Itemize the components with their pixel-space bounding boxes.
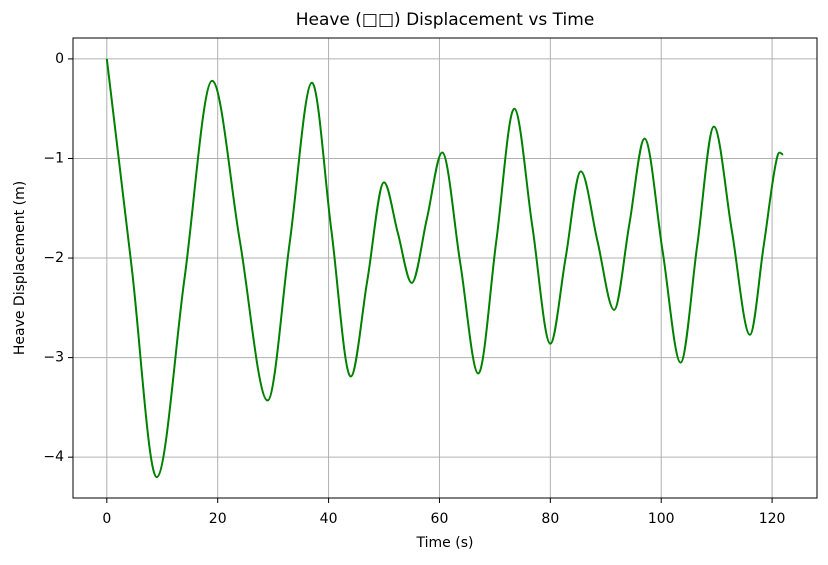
plot-frame (72, 37, 818, 499)
x-tick-label: 20 (209, 511, 227, 527)
y-tick-label: −4 (43, 449, 64, 465)
chart-title: Heave (□□) Displacement vs Time (296, 10, 595, 30)
x-tick-label: 0 (102, 511, 111, 527)
x-tick-label: 100 (648, 511, 675, 527)
y-tick-label: −3 (43, 350, 64, 366)
y-axis-label: Heave Displacement (m) (12, 181, 28, 355)
y-tick-label: −1 (43, 150, 64, 166)
x-tick-label: 60 (431, 511, 449, 527)
x-tick-label: 40 (320, 511, 338, 527)
y-tick-label: 0 (55, 51, 64, 67)
data-line (105, 58, 784, 479)
x-tick-label: 120 (759, 511, 786, 527)
y-tick-label: −2 (43, 250, 64, 266)
x-tick-label: 80 (541, 511, 559, 527)
x-axis-label: Time (s) (416, 535, 474, 551)
